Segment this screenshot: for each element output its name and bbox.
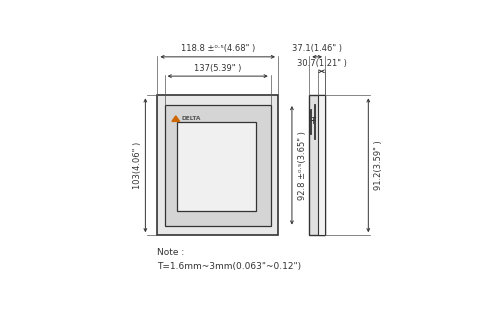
Bar [310, 95, 325, 235]
Text: T: T [310, 117, 316, 126]
Text: 91.2(3.59" ): 91.2(3.59" ) [374, 141, 384, 190]
Polygon shape [172, 116, 180, 121]
Text: 118.8 ±⁰·⁵(4.68" ): 118.8 ±⁰·⁵(4.68" ) [180, 44, 255, 53]
Text: 103(4.06" ): 103(4.06" ) [132, 142, 141, 189]
Bar [164, 105, 270, 226]
Text: DELTA: DELTA [182, 116, 201, 121]
Text: 30.7(1.21" ): 30.7(1.21" ) [296, 59, 346, 68]
Text: 137(5.39" ): 137(5.39" ) [194, 64, 242, 73]
Text: Note :: Note : [158, 248, 184, 257]
Bar [158, 95, 278, 235]
Text: 37.1(1.46" ): 37.1(1.46" ) [292, 44, 342, 53]
Bar [318, 95, 326, 235]
Bar [176, 122, 256, 211]
Text: 92.8 ±⁰·⁵(3.65" ): 92.8 ±⁰·⁵(3.65" ) [298, 131, 307, 200]
Text: T=1.6mm~3mm(0.063"~0.12"): T=1.6mm~3mm(0.063"~0.12") [158, 262, 302, 271]
